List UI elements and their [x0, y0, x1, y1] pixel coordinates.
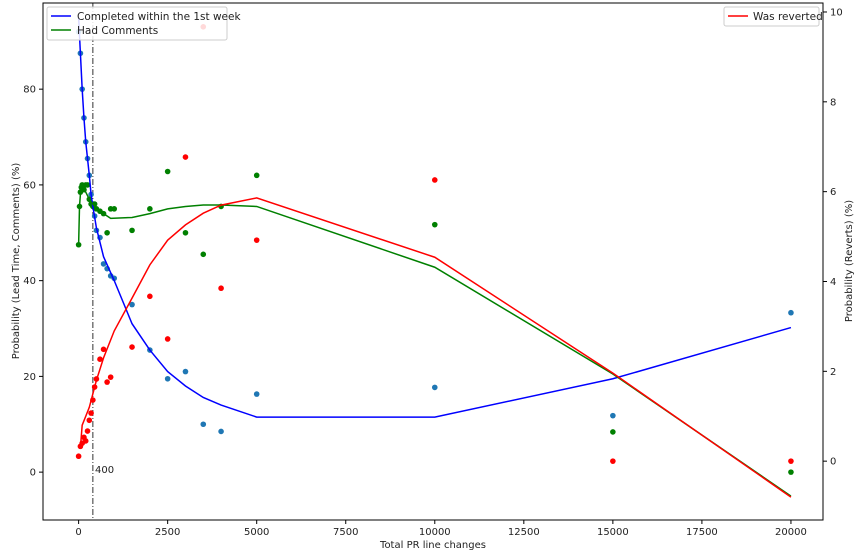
- y-right-tick-label: 0: [830, 457, 836, 468]
- legend-label: Completed within the 1st week: [77, 11, 241, 23]
- data-point: [182, 154, 189, 160]
- data-point: [253, 391, 260, 397]
- data-point: [147, 206, 153, 212]
- legend-left: Completed within the 1st week Had Commen…: [46, 6, 241, 41]
- y-left-tick-label: 60: [23, 180, 36, 191]
- data-point: [104, 379, 110, 385]
- data-point: [111, 206, 118, 212]
- data-point: [147, 293, 153, 300]
- data-point: [610, 458, 616, 464]
- plot-frame: [42, 2, 824, 521]
- data-point: [75, 453, 82, 460]
- data-point: [182, 368, 189, 375]
- data-point: [84, 182, 91, 188]
- y-right-tick-label: 8: [830, 97, 836, 108]
- data-point: [788, 469, 794, 475]
- data-point: [129, 227, 135, 234]
- data-point: [610, 412, 616, 419]
- data-point: [164, 375, 171, 382]
- data-point: [107, 374, 114, 380]
- data-point: [431, 177, 438, 183]
- x-tick-label: 7500: [333, 527, 358, 538]
- data-point: [788, 458, 794, 464]
- data-point: [182, 229, 189, 236]
- y-left-tick-label: 80: [23, 85, 36, 96]
- x-tick-label: 5000: [244, 527, 269, 538]
- data-point: [84, 428, 91, 434]
- data-point: [431, 221, 438, 228]
- y-right-tick-label: 6: [830, 187, 836, 198]
- data-point: [164, 168, 171, 175]
- plot-area: [75, 3, 794, 520]
- y-axis-right-label: Probability (Reverts) (%): [844, 200, 855, 322]
- plot-marks: [75, 3, 794, 520]
- y-left-tick-label: 0: [30, 468, 36, 479]
- y-left-tick-label: 40: [23, 276, 36, 287]
- data-point: [610, 429, 616, 435]
- data-point: [129, 301, 135, 308]
- vline-label: 400: [95, 465, 114, 476]
- data-point: [218, 285, 224, 292]
- y-left-tick-label: 20: [23, 372, 36, 383]
- data-point: [788, 309, 794, 316]
- series-line-2: [79, 197, 792, 498]
- data-point: [218, 428, 224, 435]
- data-point: [86, 417, 93, 424]
- series-line-1: [77, 188, 792, 497]
- x-tick-label: 0: [75, 527, 81, 538]
- data-point: [129, 344, 135, 350]
- x-tick-label: 10000: [419, 527, 451, 538]
- series-line-0: [77, 17, 792, 418]
- y-axis-left-label: Probability (Lead Time, Comments) (%): [11, 163, 22, 360]
- data-point: [164, 336, 171, 342]
- data-point: [200, 421, 207, 428]
- x-tick-label: 15000: [597, 527, 629, 538]
- x-tick-label: 12500: [508, 527, 540, 538]
- data-point: [100, 261, 107, 267]
- x-tick-label: 17500: [686, 527, 718, 538]
- y-right-tick-label: 4: [830, 277, 836, 288]
- legend-label: Had Comments: [77, 25, 158, 37]
- data-point: [200, 251, 207, 258]
- data-point: [100, 346, 107, 353]
- data-point: [104, 229, 110, 236]
- data-point: [253, 172, 260, 179]
- data-point: [431, 384, 438, 391]
- data-point: [88, 410, 94, 416]
- x-tick-label: 2500: [155, 527, 180, 538]
- legend-label: Was reverted: [753, 11, 823, 23]
- data-point: [253, 237, 260, 243]
- y-right-tick-label: 10: [830, 7, 843, 18]
- data-point: [97, 356, 103, 362]
- y-right-tick-label: 2: [830, 367, 836, 378]
- x-axis-label: Total PR line changes: [379, 540, 486, 551]
- legend-right: Was reverted: [723, 6, 823, 27]
- data-point: [82, 438, 89, 444]
- axis-ticks: 0 2500 5000 7500 10000 12500 15000 17500 20000 0 2…: [23, 7, 842, 538]
- x-tick-label: 20000: [775, 527, 807, 538]
